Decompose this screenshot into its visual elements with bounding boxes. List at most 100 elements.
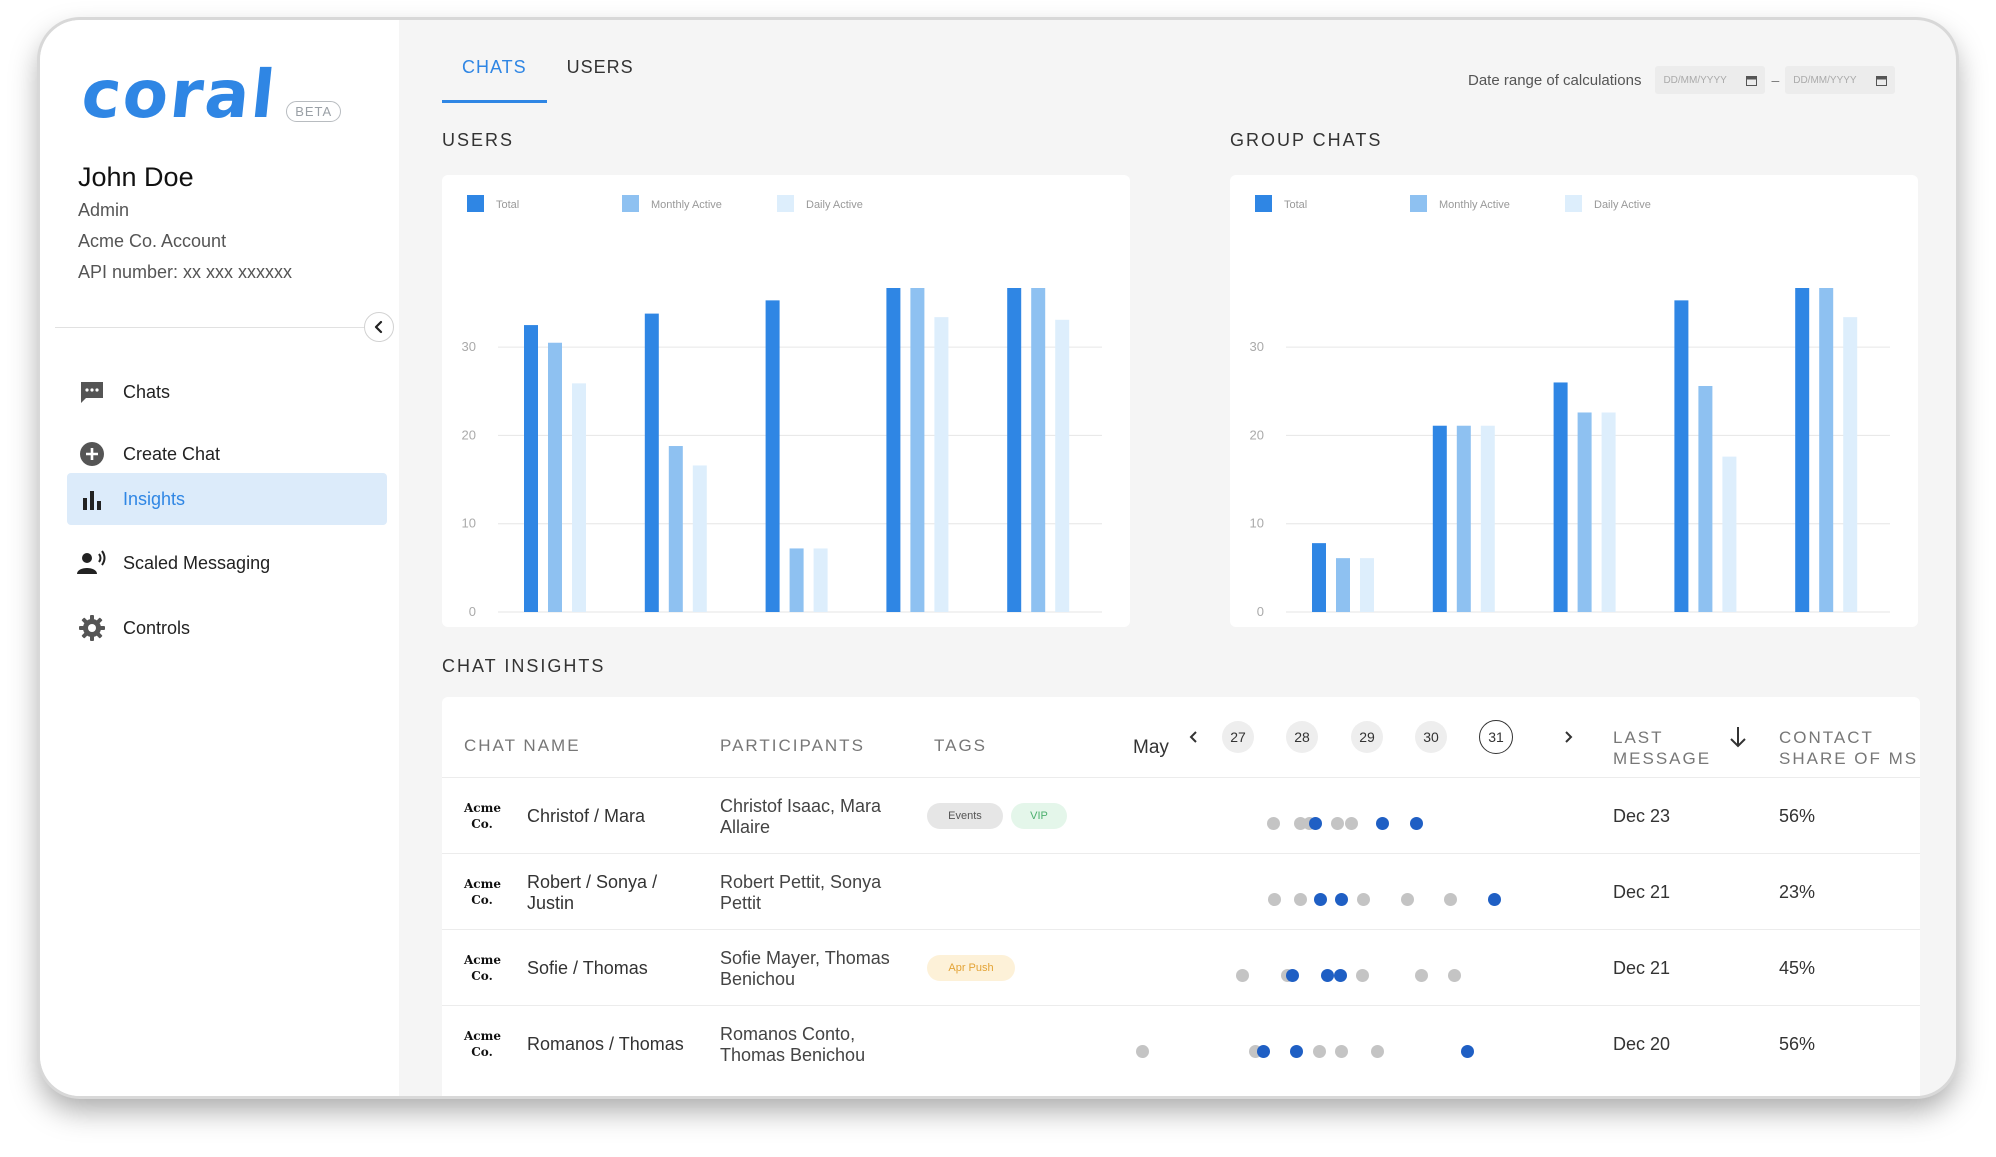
chat-name-line1: Robert / Sonya /: [527, 872, 658, 892]
acme-logo-line2: Co.: [471, 1045, 493, 1059]
group-chats-section-title: GROUP CHATS: [1230, 130, 1383, 150]
activity-dot-active: [1461, 1045, 1475, 1058]
day-31[interactable]: 31: [1479, 720, 1513, 754]
day-27[interactable]: 27: [1222, 721, 1254, 753]
start-date-input[interactable]: DD/MM/YYYY: [1655, 66, 1766, 94]
legend-label: Total: [496, 199, 519, 211]
prev-day-button[interactable]: [1184, 727, 1204, 747]
bar: [1795, 288, 1810, 612]
acme-logo-line2: Co.: [471, 969, 493, 983]
bar: [644, 313, 659, 612]
header-tags[interactable]: TAGS: [934, 736, 988, 755]
sidebar-item-label: Chats: [123, 381, 171, 402]
bar: [789, 548, 804, 612]
collapse-sidebar-button[interactable]: [364, 312, 394, 342]
y-tick-label: 30: [1250, 339, 1264, 354]
gear-icon: [77, 613, 107, 643]
y-tick-label: 20: [462, 427, 476, 442]
bar: [548, 342, 562, 612]
table-row[interactable]: Acme Co. Romanos / Thomas Romanos Conto, Tho…: [442, 1005, 1920, 1081]
bar: [692, 465, 707, 612]
table-row[interactable]: Acme Co. Sofie / Thomas Sofie Mayer, Thomas…: [442, 929, 1920, 1005]
day-28[interactable]: 28: [1286, 721, 1318, 753]
chat-name-line1: Romanos / Thomas: [527, 1034, 684, 1054]
participants-line2: Benichou: [720, 969, 796, 989]
bar: [1360, 558, 1374, 612]
header-chat-name[interactable]: CHAT NAME: [464, 736, 581, 755]
tag-chip[interactable]: VIP: [1011, 803, 1067, 829]
user-account: Acme Co. Account: [78, 231, 227, 251]
activity-dot: [1236, 969, 1249, 982]
bar: [1553, 382, 1568, 612]
activity-dot-active: [1290, 1045, 1303, 1058]
tag-chip[interactable]: Apr Push: [927, 955, 1015, 981]
bar: [572, 383, 586, 612]
activity-dot-active: [1256, 1045, 1270, 1058]
sidebar-item-chats[interactable]: Chats: [67, 366, 387, 418]
participants: Robert Pettit, Sonya Pettit: [720, 872, 881, 914]
activity-dot: [1268, 893, 1282, 906]
bar: [668, 446, 683, 612]
sidebar-item-scaled-messaging[interactable]: Scaled Messaging: [67, 537, 387, 589]
bar: [1456, 425, 1471, 612]
tab-chats[interactable]: CHATS: [442, 50, 547, 103]
acme-logo-line1: Acme: [464, 953, 501, 967]
contact-share: 56%: [1779, 1034, 1816, 1054]
participants: Romanos Conto, Thomas Benichou: [720, 1024, 865, 1066]
sort-arrow-down-icon[interactable]: [1728, 725, 1748, 754]
acme-logo: Acme Co.: [464, 876, 501, 908]
header-last-message[interactable]: LAST MESSAGE: [1613, 727, 1711, 769]
activity-dot-active: [1333, 969, 1347, 982]
chat-name[interactable]: Romanos / Thomas: [527, 1034, 684, 1055]
participants-line2: Pettit: [720, 893, 762, 913]
legend-label: Total: [1284, 199, 1307, 211]
sidebar-item-label: Scaled Messaging: [123, 552, 271, 573]
bar: [1432, 425, 1447, 612]
header-participants[interactable]: PARTICIPANTS: [720, 736, 865, 755]
end-date-input[interactable]: DD/MM/YYYY: [1785, 66, 1896, 94]
sidebar-divider: [55, 327, 385, 328]
activity-dot: [1135, 1045, 1149, 1058]
activity-dot: [1371, 1045, 1385, 1058]
coral-logo: coral BETA: [78, 56, 342, 133]
table-row[interactable]: Acme Co. Christof / Mara Christof Isaac, Ma…: [442, 777, 1920, 853]
legend-label: Daily Active: [1594, 199, 1651, 211]
date-range: Date range of calculations DD/MM/YYYY – …: [1468, 66, 1896, 94]
acme-logo-line2: Co.: [471, 817, 493, 831]
next-day-button[interactable]: [1558, 727, 1578, 747]
user-api-number: API number: xx xxx xxxxxx: [78, 262, 293, 282]
y-tick-label: 20: [1250, 427, 1264, 442]
table-row[interactable]: Acme Co. Robert / Sonya / Justin Robert Pett…: [442, 853, 1920, 929]
header-contact-share[interactable]: CONTACT SHARE OF MS: [1779, 727, 1918, 769]
activity-dot-active: [1320, 969, 1334, 982]
last-message-date: Dec 20: [1613, 1034, 1671, 1054]
activity-dot-active: [1409, 817, 1423, 830]
day-30[interactable]: 30: [1415, 721, 1447, 753]
day-29[interactable]: 29: [1351, 721, 1383, 753]
participants-line1: Romanos Conto,: [720, 1024, 856, 1044]
contact-share: 23%: [1779, 882, 1816, 902]
activity-dot: [1266, 817, 1280, 830]
sidebar-item-create-chat[interactable]: Create Chat: [67, 428, 387, 480]
chat-bubble-icon: [77, 377, 107, 407]
logo-wordmark: coral: [78, 56, 281, 133]
tab-users[interactable]: USERS: [566, 57, 634, 77]
sidebar-item-controls[interactable]: Controls: [67, 602, 387, 654]
chat-name[interactable]: Sofie / Thomas: [527, 958, 648, 979]
legend-swatch: [467, 195, 484, 212]
sidebar-item-label: Insights: [123, 488, 186, 509]
chat-name[interactable]: Christof / Mara: [527, 806, 645, 827]
user-name: John Doe: [78, 162, 194, 192]
activity-dot-active: [1488, 893, 1502, 906]
acme-logo-line1: Acme: [464, 877, 501, 891]
contact-share: 45%: [1779, 958, 1816, 978]
chevron-left-icon: [1189, 731, 1197, 743]
sidebar-item-insights[interactable]: Insights: [67, 473, 387, 525]
tag-chip[interactable]: Events: [927, 803, 1003, 829]
chat-name[interactable]: Robert / Sonya / Justin: [527, 872, 657, 914]
activity-dot: [1331, 817, 1345, 830]
users-section-title: USERS: [442, 130, 515, 150]
bar: [934, 317, 949, 612]
